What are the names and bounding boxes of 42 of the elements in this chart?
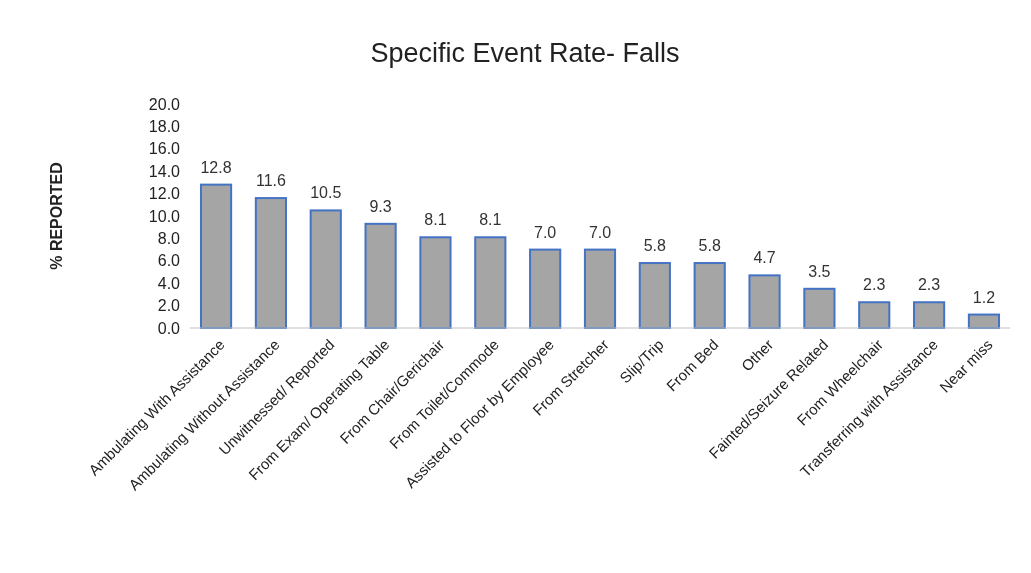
data-label: 2.3	[863, 276, 886, 294]
bar	[419, 236, 452, 329]
bar	[364, 222, 397, 329]
y-tick-label: 20.0	[148, 95, 181, 113]
bar	[474, 236, 507, 329]
bar	[913, 301, 946, 329]
data-label: 9.3	[369, 197, 392, 215]
y-tick-label: 4.0	[157, 274, 181, 292]
bar	[529, 248, 562, 329]
y-tick-label: 2.0	[157, 297, 181, 315]
y-tick-label: 6.0	[157, 252, 181, 270]
bar	[583, 248, 617, 329]
y-tick-label: 16.0	[148, 140, 181, 158]
data-label: 3.5	[808, 262, 831, 280]
bar	[638, 262, 671, 329]
bar	[693, 262, 726, 329]
data-label: 5.8	[698, 237, 721, 255]
bar	[748, 274, 781, 329]
y-tick-label: 8.0	[157, 230, 181, 247]
data-label: 4.7	[753, 249, 776, 267]
chart-title: Specific Event Rate- Falls	[370, 38, 680, 68]
bar	[803, 287, 836, 329]
data-label: 12.8	[200, 158, 232, 176]
data-label: 8.1	[479, 211, 502, 229]
y-tick-label: 0.0	[157, 319, 181, 337]
bar	[199, 183, 233, 329]
data-label: 7.0	[534, 223, 557, 241]
bar	[858, 301, 891, 329]
bar	[254, 197, 287, 329]
data-label: 8.1	[424, 211, 447, 229]
data-label: 1.2	[972, 288, 996, 306]
y-tick-label: 12.0	[148, 185, 181, 203]
data-label: 5.8	[643, 237, 667, 255]
data-label: 10.5	[310, 184, 342, 202]
y-tick-label: 14.0	[148, 162, 181, 180]
data-label: 11.6	[255, 172, 286, 190]
y-tick-label: 10.0	[148, 207, 181, 225]
data-label: 7.0	[588, 223, 612, 241]
y-tick-label: 18.0	[148, 118, 181, 135]
bar	[309, 209, 342, 329]
y-axis-title: % REPORTED	[48, 162, 65, 270]
data-label: 2.3	[917, 276, 941, 294]
